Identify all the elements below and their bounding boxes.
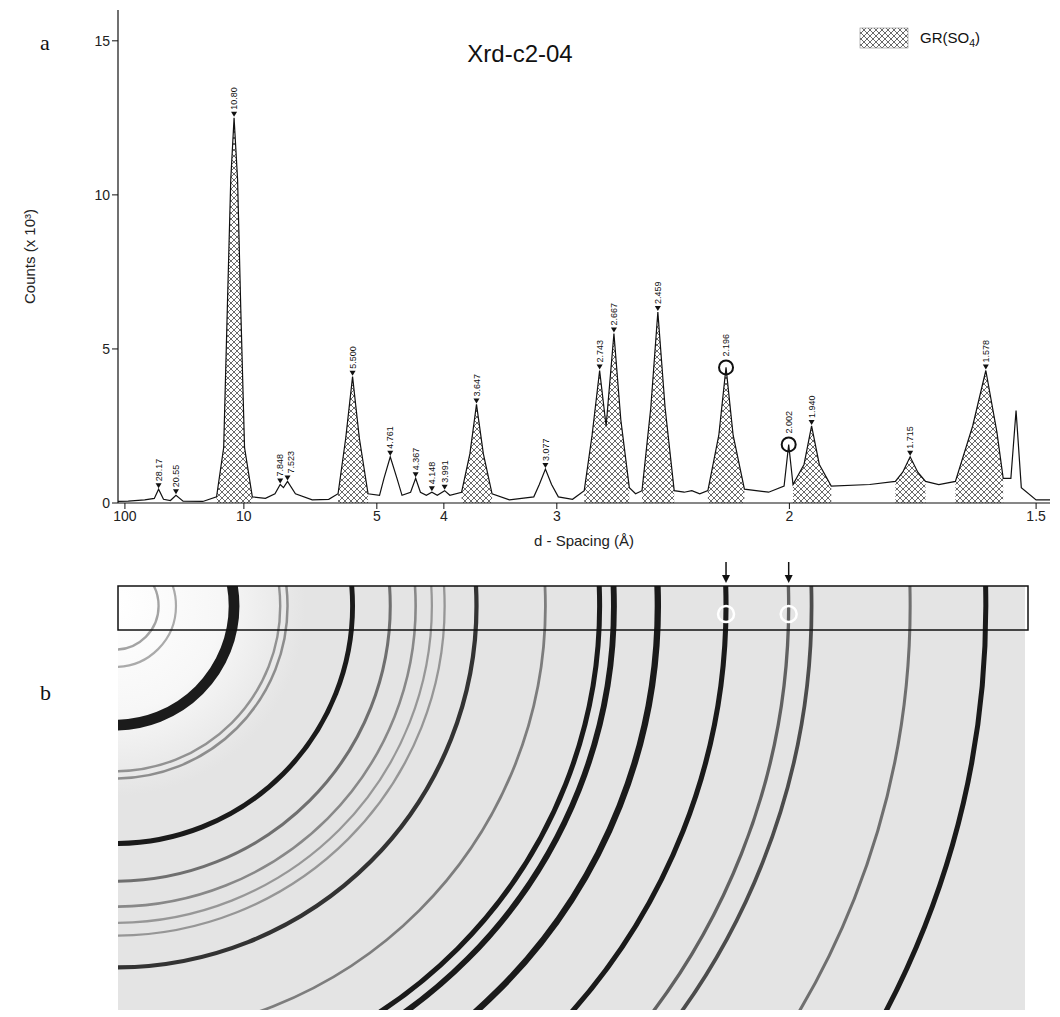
svg-text:3.077: 3.077 (541, 439, 551, 462)
svg-text:2: 2 (786, 508, 794, 524)
svg-text:2.002: 2.002 (784, 411, 794, 434)
svg-text:1.5: 1.5 (1026, 508, 1046, 524)
svg-text:3.991: 3.991 (440, 460, 450, 483)
svg-text:0: 0 (102, 495, 110, 511)
svg-text:1.940: 1.940 (807, 395, 817, 418)
svg-text:10: 10 (236, 508, 252, 524)
svg-text:4.761: 4.761 (385, 426, 395, 449)
svg-text:4.367: 4.367 (411, 448, 421, 471)
svg-text:2.459: 2.459 (653, 281, 663, 304)
svg-text:2.743: 2.743 (595, 340, 605, 363)
svg-text:15: 15 (94, 33, 110, 49)
svg-text:d - Spacing (Å): d - Spacing (Å) (534, 532, 634, 549)
svg-text:7.523: 7.523 (286, 451, 296, 474)
svg-text:b: b (40, 680, 51, 705)
svg-text:1.578: 1.578 (981, 340, 991, 363)
svg-text:a: a (40, 30, 50, 55)
svg-text:4: 4 (440, 508, 448, 524)
svg-text:4.148: 4.148 (427, 462, 437, 485)
svg-text:2.667: 2.667 (609, 303, 619, 326)
svg-text:2.196: 2.196 (721, 334, 731, 357)
svg-text:100: 100 (113, 508, 137, 524)
svg-text:20.55: 20.55 (171, 465, 181, 488)
svg-text:3: 3 (553, 508, 561, 524)
svg-text:10: 10 (94, 187, 110, 203)
svg-text:7.848: 7.848 (275, 454, 285, 477)
svg-text:10.80: 10.80 (229, 87, 239, 110)
svg-text:28.17: 28.17 (154, 459, 164, 482)
svg-text:Xrd-c2-04: Xrd-c2-04 (467, 40, 572, 67)
svg-text:3.647: 3.647 (472, 374, 482, 397)
svg-text:5: 5 (102, 341, 110, 357)
svg-text:5.500: 5.500 (348, 346, 358, 369)
svg-text:GR(SO4): GR(SO4) (920, 29, 980, 49)
svg-text:5: 5 (373, 508, 381, 524)
svg-text:Counts (x 10³): Counts (x 10³) (21, 209, 38, 304)
svg-text:1.715: 1.715 (905, 426, 915, 449)
